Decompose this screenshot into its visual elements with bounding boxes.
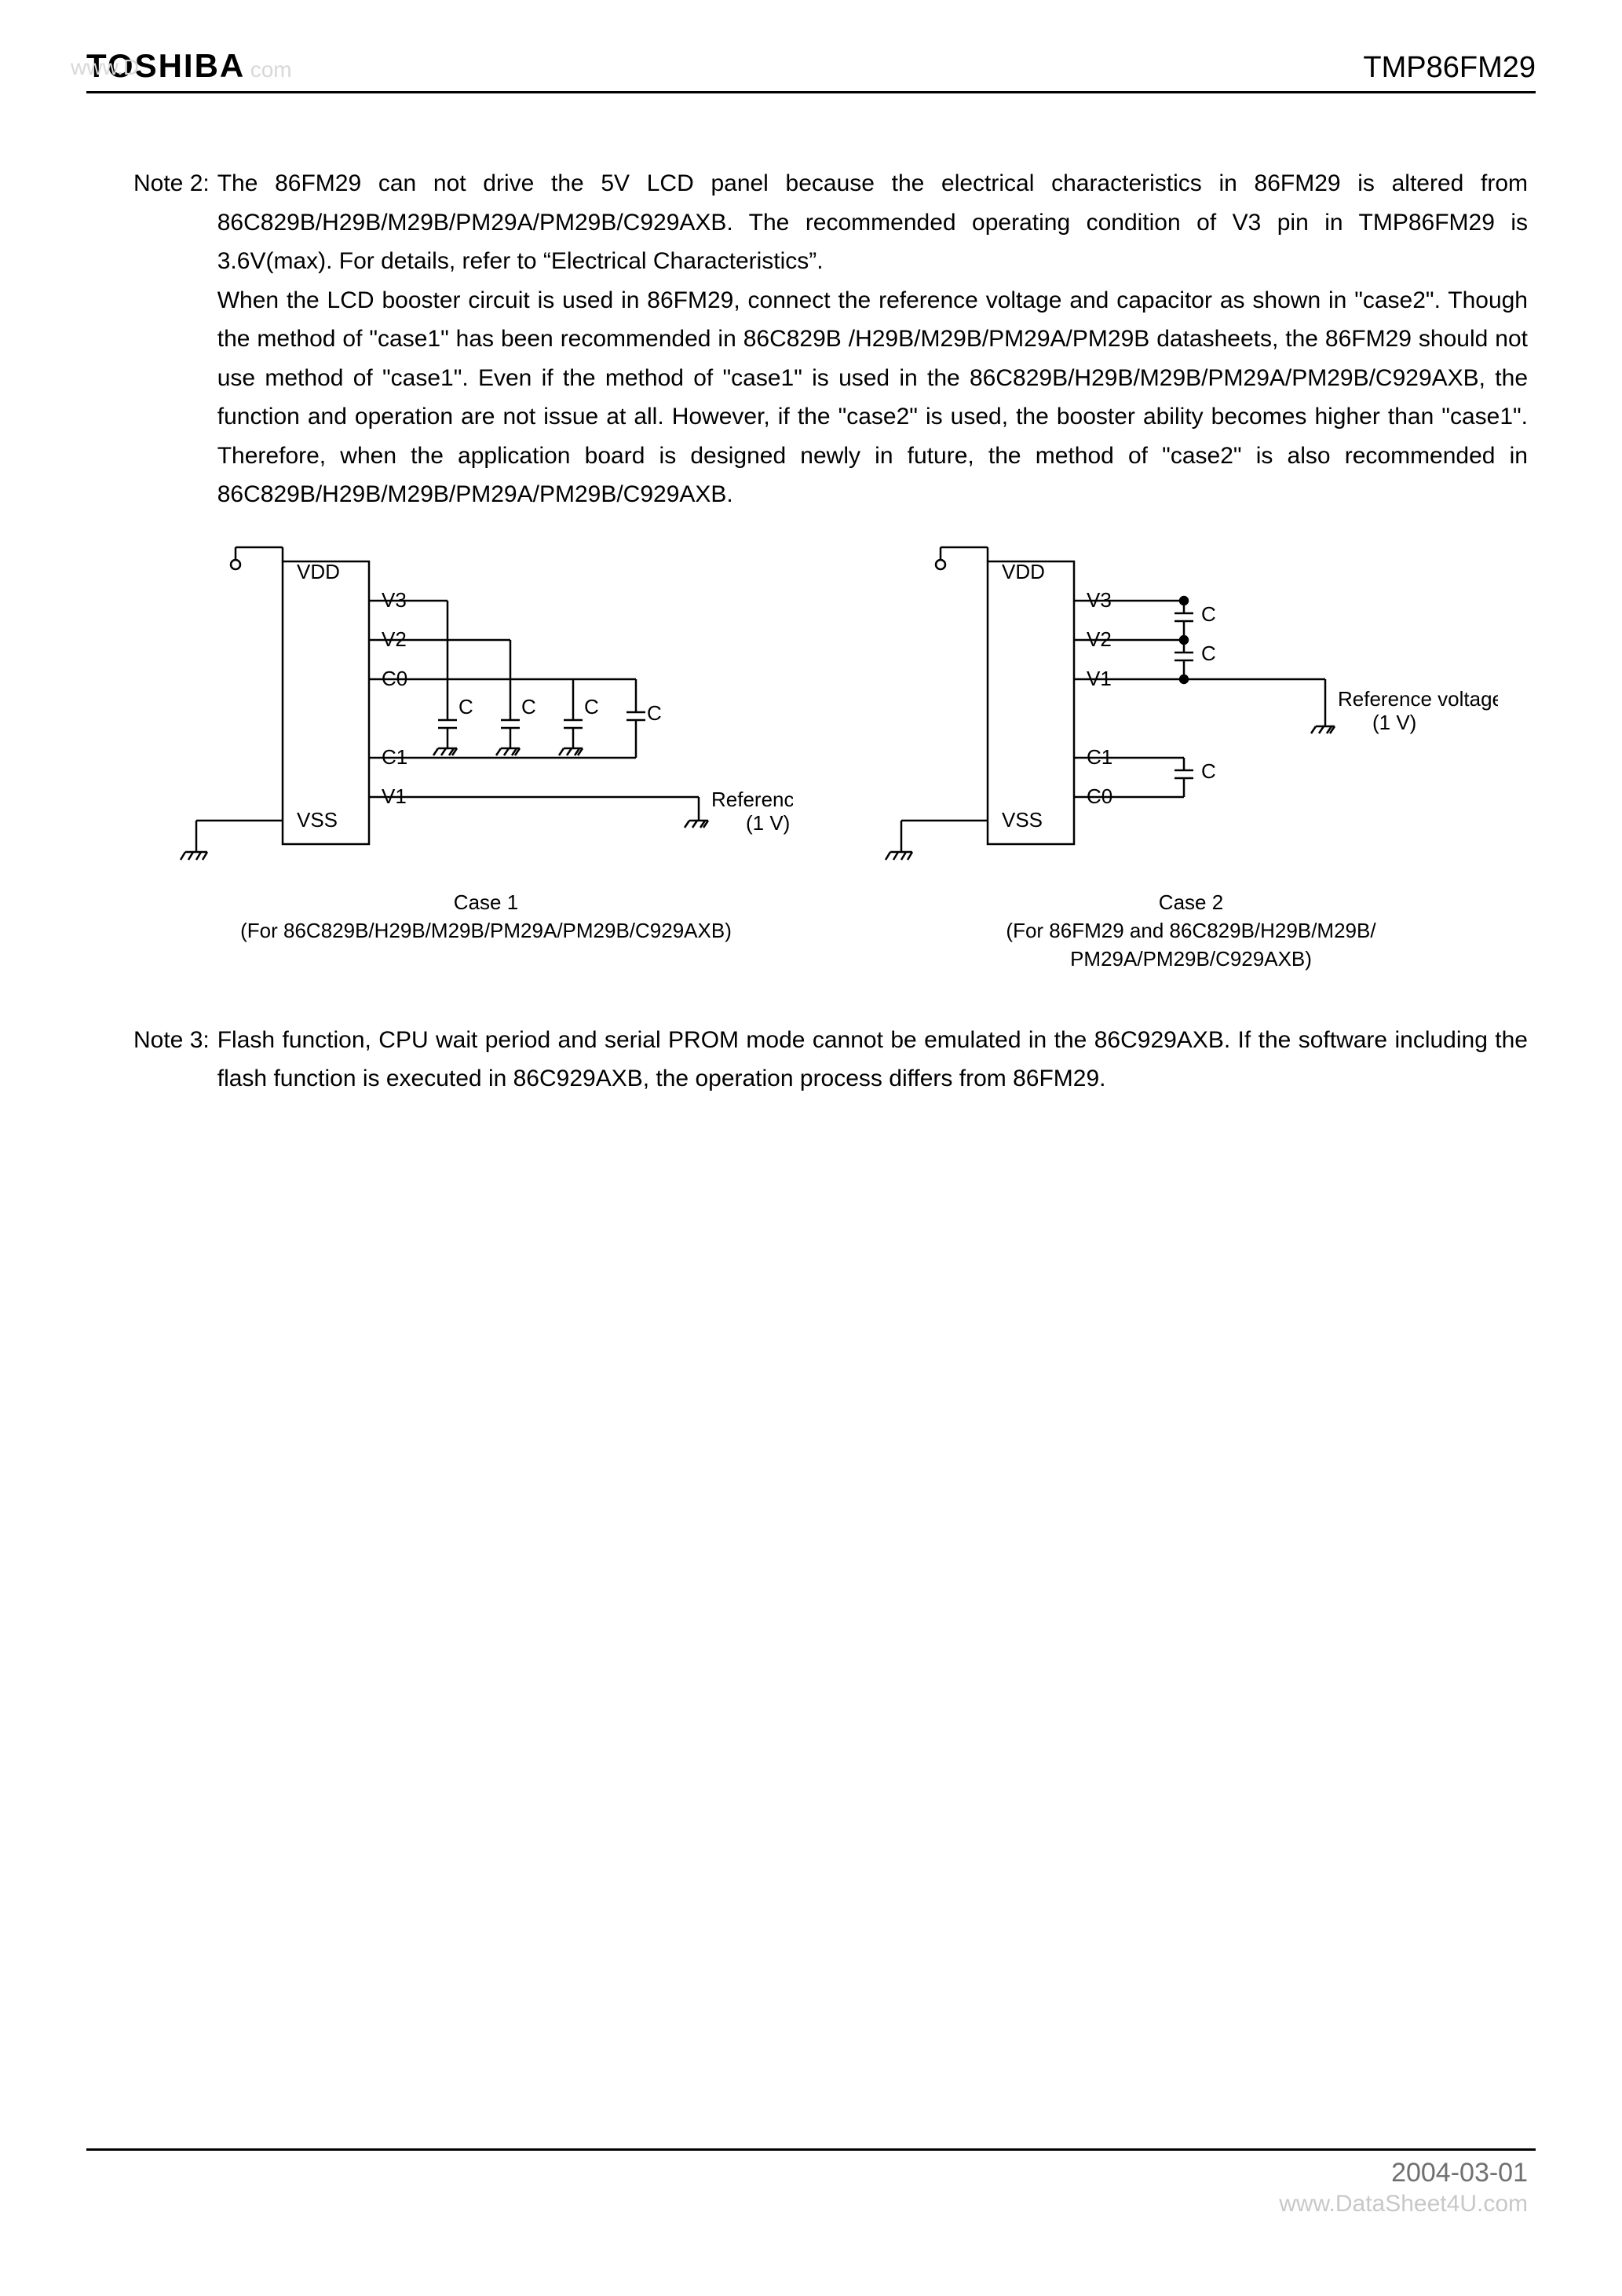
svg-text:V2: V2 bbox=[1087, 627, 1112, 651]
case1-subtitle: (For 86C829B/H29B/M29B/PM29A/PM29B/C929A… bbox=[149, 916, 823, 945]
svg-text:C: C bbox=[521, 695, 536, 718]
note-2-para-1: The 86FM29 can not drive the 5V LCD pane… bbox=[217, 164, 1528, 281]
svg-text:C1: C1 bbox=[1087, 745, 1112, 769]
svg-text:C1: C1 bbox=[382, 745, 407, 769]
wm-suffix: com bbox=[250, 57, 292, 82]
svg-text:VSS: VSS bbox=[297, 808, 338, 832]
svg-text:V3: V3 bbox=[382, 588, 407, 612]
note-3-para-1: Flash function, CPU wait period and seri… bbox=[217, 1021, 1528, 1099]
footer-rule bbox=[86, 2148, 1536, 2151]
svg-text:C: C bbox=[1201, 642, 1216, 665]
svg-text:(1 V): (1 V) bbox=[746, 811, 790, 835]
svg-text:C: C bbox=[1201, 759, 1216, 783]
wm-prefix: www.D bbox=[71, 55, 139, 79]
note-3-label: Note 3: bbox=[133, 1021, 217, 1099]
note-2: Note 2: The 86FM29 can not drive the 5V … bbox=[133, 164, 1528, 514]
case2-title: Case 2 bbox=[854, 888, 1528, 916]
svg-text:Reference voltage: Reference voltage bbox=[1338, 687, 1498, 711]
svg-text:C: C bbox=[458, 695, 473, 718]
case1-title: Case 1 bbox=[149, 888, 823, 916]
note-3: Note 3: Flash function, CPU wait period … bbox=[133, 1021, 1528, 1099]
svg-text:VDD: VDD bbox=[297, 560, 340, 583]
diagram-case-1: VDD V3 V2 C0 C1 V1 VSS C C C C Reference… bbox=[149, 538, 823, 974]
svg-text:V2: V2 bbox=[382, 627, 407, 651]
footer-watermark: www.DataSheet4U.com bbox=[1279, 2191, 1528, 2217]
svg-text:C: C bbox=[584, 695, 599, 718]
svg-text:(1 V): (1 V) bbox=[1372, 711, 1416, 734]
svg-text:Reference voltage: Reference voltage bbox=[711, 788, 793, 811]
svg-text:C: C bbox=[647, 701, 662, 725]
circuit-diagrams: VDD V3 V2 C0 C1 V1 VSS C C C C Reference… bbox=[149, 538, 1528, 974]
svg-text:V1: V1 bbox=[382, 784, 407, 808]
svg-text:VDD: VDD bbox=[1002, 560, 1045, 583]
diagram-case-2: VDD V3 V2 V1 C1 C0 VSS C C C Reference v… bbox=[854, 538, 1528, 974]
svg-text:VSS: VSS bbox=[1002, 808, 1043, 832]
svg-text:C0: C0 bbox=[1087, 784, 1112, 808]
svg-text:V3: V3 bbox=[1087, 588, 1112, 612]
svg-text:C: C bbox=[1201, 602, 1216, 626]
note-2-label: Note 2: bbox=[133, 164, 217, 514]
svg-text:C0: C0 bbox=[382, 667, 407, 690]
footer-date: 2004-03-01 bbox=[1391, 2158, 1528, 2188]
case2-subtitle2: PM29A/PM29B/C929AXB) bbox=[854, 945, 1528, 973]
case2-subtitle: (For 86FM29 and 86C829B/H29B/M29B/ bbox=[854, 916, 1528, 945]
svg-text:V1: V1 bbox=[1087, 667, 1112, 690]
part-number: TMP86FM29 bbox=[1363, 51, 1536, 85]
note-2-para-2: When the LCD booster circuit is used in … bbox=[217, 281, 1528, 514]
